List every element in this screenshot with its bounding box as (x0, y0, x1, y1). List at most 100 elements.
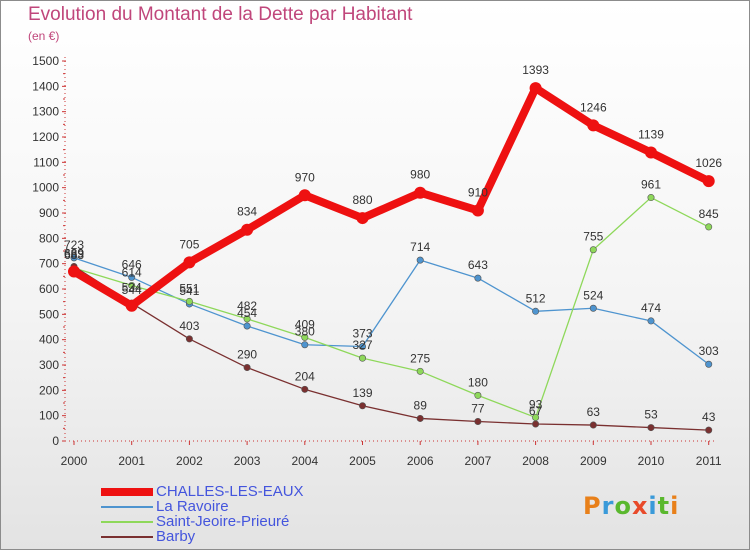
series-line (73, 257, 710, 365)
x-tick-label: 2008 (522, 454, 549, 468)
legend-label: CHALLES-LES-EAUX (156, 483, 304, 500)
chart-subtitle: (en €) (28, 29, 60, 43)
data-label: 705 (179, 237, 199, 251)
data-label: 373 (352, 327, 372, 341)
legend-swatch (101, 506, 153, 508)
chart-axes: 0 100 200 300 400 500 600 700 800 900 1000 1100 1200… (32, 54, 722, 468)
data-point (587, 119, 600, 132)
x-tick-label: 2007 (465, 454, 492, 468)
data-point (185, 297, 193, 305)
data-point (414, 186, 427, 199)
data-label: 614 (122, 265, 142, 279)
data-label: 139 (352, 386, 372, 400)
data-label: 845 (699, 207, 719, 221)
data-label: 512 (526, 291, 546, 305)
data-label: 1393 (522, 63, 549, 77)
y-tick-label: 1500 (32, 54, 59, 68)
data-point (128, 281, 136, 289)
y-tick-label: 400 (39, 333, 59, 347)
data-label: 403 (179, 319, 199, 333)
data-label: 723 (64, 238, 84, 252)
legend-label: Barby (156, 528, 196, 545)
data-label: 327 (352, 338, 372, 352)
data-label: 482 (237, 299, 257, 313)
data-point (298, 189, 311, 202)
data-point (589, 304, 597, 312)
data-point (68, 265, 80, 278)
logo-letter: r (601, 492, 615, 520)
data-label: 970 (295, 170, 315, 184)
data-label: 93 (529, 397, 543, 411)
data-label: 454 (237, 306, 257, 320)
logo-letter: i (648, 492, 658, 520)
legend-swatch (101, 536, 153, 538)
chart-title: Evolution du Montant de la Dette par Hab… (28, 4, 413, 25)
data-point (529, 82, 542, 95)
data-label: 689 (64, 246, 84, 260)
data-point (702, 175, 715, 188)
data-point (471, 204, 484, 217)
data-point (183, 256, 196, 269)
data-label: 980 (410, 168, 430, 182)
x-tick-label: 2001 (118, 454, 145, 468)
data-label: 669 (64, 247, 84, 261)
data-label: 1246 (580, 100, 607, 114)
data-label: 755 (583, 230, 603, 244)
y-tick-label: 0 (52, 434, 59, 448)
data-point (589, 246, 597, 254)
y-tick-label: 300 (39, 358, 59, 372)
data-point (416, 256, 424, 264)
data-point (128, 273, 136, 281)
y-tick-label: 500 (39, 307, 59, 321)
data-point (301, 333, 309, 341)
legend-label: La Ravoire (156, 498, 229, 515)
y-tick-label: 200 (39, 383, 59, 397)
legend-swatch (101, 521, 153, 523)
data-label: 683 (64, 248, 84, 262)
y-tick-label: 700 (39, 257, 59, 271)
data-label: 714 (410, 240, 430, 254)
data-label: 63 (587, 405, 601, 419)
series-lines (68, 82, 715, 434)
data-label: 551 (179, 281, 199, 295)
series-line (73, 196, 710, 419)
data-point (416, 367, 424, 375)
data-label: 53 (644, 408, 658, 422)
data-point (645, 146, 657, 159)
x-tick-label: 2006 (407, 454, 434, 468)
data-label: 275 (410, 351, 430, 365)
data-point (416, 414, 424, 422)
y-tick-label: 1400 (32, 79, 59, 93)
data-label: 77 (471, 401, 485, 415)
series-line (73, 265, 710, 431)
data-point (356, 212, 369, 225)
data-point (358, 343, 366, 351)
data-point (474, 391, 482, 399)
y-tick-label: 800 (39, 231, 59, 245)
data-point (647, 424, 655, 432)
logo-letter: i (670, 492, 680, 520)
data-point (301, 341, 309, 349)
x-tick-label: 2010 (638, 454, 665, 468)
data-point (532, 307, 540, 315)
data-label: 1026 (695, 156, 722, 170)
data-label: 961 (641, 178, 661, 192)
data-label: 524 (583, 288, 603, 302)
data-point (70, 254, 78, 262)
data-point (358, 402, 366, 410)
data-label: 67 (529, 404, 543, 418)
x-tick-label: 2005 (349, 454, 376, 468)
data-label: 474 (641, 301, 661, 315)
data-label: 43 (702, 410, 716, 424)
data-label: 409 (295, 317, 315, 331)
x-tick-label: 2003 (234, 454, 261, 468)
data-point (243, 322, 251, 330)
logo-letter: t (657, 492, 671, 520)
logo-letter: P (583, 492, 602, 520)
x-tick-label: 2009 (580, 454, 607, 468)
data-point (474, 417, 482, 425)
data-label: 643 (468, 258, 488, 272)
y-tick-label: 600 (39, 282, 59, 296)
